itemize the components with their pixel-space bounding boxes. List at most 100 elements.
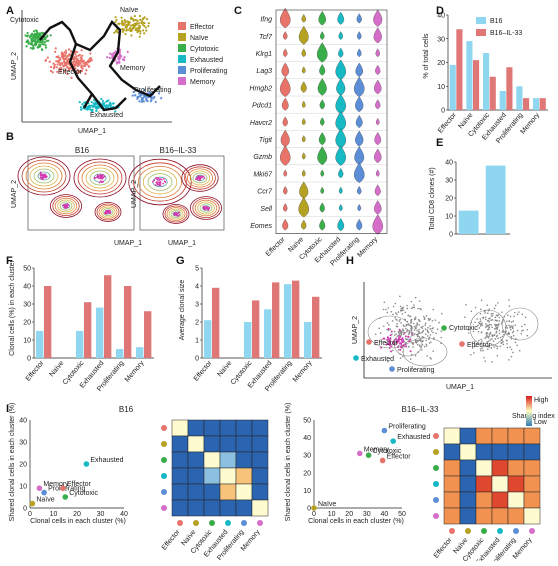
violin-shape [336,78,346,96]
heatmap-cell [187,435,205,453]
h-cell-dot [497,337,499,340]
umap-cell-dot [140,20,143,23]
density-contour [102,208,114,216]
y-tick-label: 2 [195,320,199,327]
h-clone-dot [387,342,390,345]
h-clone-dot [400,342,403,345]
h-cell-dot [501,342,503,344]
umap-cell-dot [80,108,83,111]
h-cell-dot [421,327,424,329]
density-contour [100,206,116,218]
umap-cell-dot [90,57,93,60]
h-cell-dot [502,340,504,343]
umap-cell-dot [80,49,83,52]
i-sharing-label: Sharing index [512,413,555,420]
violin-shape [354,162,365,183]
h-cell-dot [516,329,519,332]
h-cell-dot [382,325,385,328]
heatmap-cell [459,459,477,477]
heatmap-col-marker [225,520,231,526]
umap-cell-dot [43,41,46,44]
umap-cell-dot [63,62,67,65]
y-tick-label: 20 [19,462,27,469]
heatmap-cell [443,427,461,445]
heatmap-row-marker [433,465,439,471]
scatter-point [60,485,66,492]
b-ylabel: UMAP_2 [11,180,18,208]
h-cell-dot [440,336,443,339]
a-legend-label: Proliferating [190,68,227,75]
h-cell-dot [399,309,402,312]
scatter-point-label: Cytotoxic [373,448,402,455]
h-cell-dot [493,328,496,330]
h-clone-dot [388,339,391,342]
violin-shape [283,169,288,177]
gene-label: Tigit [259,137,273,144]
h-cell-dot [421,349,423,351]
gene-label: Klrg1 [256,51,272,58]
h-cell-dot [422,315,425,318]
h-cell-dot [414,354,417,357]
bar [116,349,124,358]
heatmap-cell [219,419,237,437]
umap-cell-dot [140,21,143,24]
h-cell-dot [390,311,393,313]
umap-cell-dot [82,59,85,63]
h-cell-dot [432,308,435,311]
density-contour [192,172,208,184]
x-tick-label: 40 [120,511,128,518]
umap-cell-dot [140,98,144,101]
h-cell-dot [418,330,420,333]
h-cell-dot [419,332,421,334]
h-cell-dot [403,325,405,328]
h-cell-dot [415,326,417,329]
density-cell-dot [202,205,205,208]
h-cell-dot [496,354,499,357]
h-cell-dot [479,313,482,315]
heatmap-col-marker [177,520,183,526]
umap-cell-dot [120,19,124,23]
h-cell-dot [386,328,388,331]
y-tick-label: 10 [437,84,445,91]
bar [212,287,220,358]
density-contour [59,201,73,211]
umap-cell-dot [75,59,79,62]
density-contour [25,162,63,190]
h-cell-dot [492,340,495,342]
h-cell-dot [434,319,437,321]
umap-cell-dot [81,67,84,70]
violin-shape [299,181,309,199]
umap-cell-dot [118,50,122,53]
h-cell-dot [514,341,517,344]
heatmap-row-marker [161,489,167,495]
heatmap-cell [203,467,221,485]
umap-cell-dot [154,100,157,104]
h-cell-dot [392,313,394,316]
h-cell-dot [473,352,475,354]
umap-cell-dot [32,30,36,33]
a-ylabel: UMAP_2 [11,52,18,80]
h-cell-dot [491,361,493,363]
density-contour [189,170,211,186]
h-cell-dot [431,319,434,322]
umap-cell-dot [108,52,112,55]
umap-cell-dot [143,16,146,19]
umap-cell-dot [76,69,79,72]
umap-cell-dot [111,55,114,58]
h-cell-dot [405,323,408,326]
h-cell-dot [490,319,492,321]
h-cell-dot [474,306,477,309]
h-cell-dot [480,331,483,333]
density-contour [29,165,59,187]
violin-shape [335,111,346,132]
heatmap-cell [491,507,509,525]
heatmap-col-label: Effector [433,536,454,559]
h-cell-dot [413,329,416,331]
umap-cell-dot [106,56,109,59]
h-cell-dot [395,312,397,314]
h-cell-dot [482,349,484,352]
h-cell-dot [412,306,414,309]
h-clone-dot [389,334,392,337]
umap-cell-dot [143,88,146,92]
density-contour [94,202,122,222]
